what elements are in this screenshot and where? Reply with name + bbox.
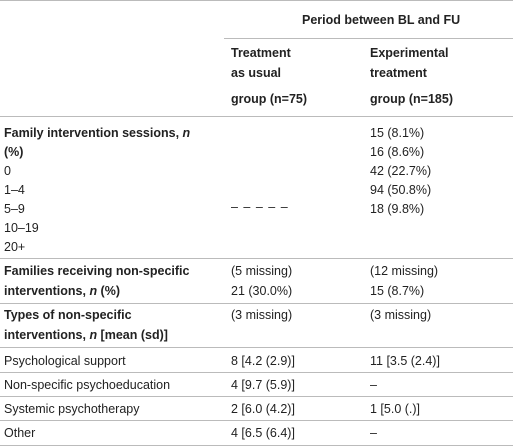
header-bottom-rule <box>0 116 513 117</box>
exp-cell: – <box>370 426 377 440</box>
row-rule <box>0 372 513 373</box>
col-header-exp-line1: Experimental <box>370 46 449 60</box>
exp-family-value: 42 (22.7%) <box>370 164 432 178</box>
col-header-tau-line2: as usual <box>231 66 282 80</box>
period-header-rule <box>224 38 513 39</box>
category-20-plus: 20+ <box>4 240 26 254</box>
tau-cell: 4 [6.5 (6.4)] <box>231 426 295 440</box>
tau-types-missing: (3 missing) <box>231 308 293 322</box>
col-header-exp: Experimental treatment group (n=185) <box>370 43 453 109</box>
period-header: Period between BL and FU <box>302 13 461 27</box>
tau-cell: 8 [4.2 (2.9)] <box>231 354 295 368</box>
tau-family-sessions-dashes: – – – – – <box>231 200 289 214</box>
exp-cell: 11 [3.5 (2.4)] <box>370 354 440 368</box>
types-nonspecific-label-line1: Types of non-specific <box>4 308 132 322</box>
family-sessions-label-pct: (%) <box>4 145 24 159</box>
families-nonspecific-label-line2: interventions, n (%) <box>4 284 120 298</box>
exp-types-missing: (3 missing) <box>370 308 432 322</box>
exp-family-value: 16 (8.6%) <box>370 145 425 159</box>
exp-family-value: 15 (8.1%) <box>370 126 425 140</box>
row-rule <box>0 258 513 259</box>
table-top-rule <box>0 0 513 1</box>
exp-cell: – <box>370 378 377 392</box>
row-rule <box>0 303 513 304</box>
col-header-tau-line1: Treatment <box>231 46 291 60</box>
col-header-tau-line3: group (n=75) <box>231 92 308 106</box>
row-rule <box>0 396 513 397</box>
row-label: Psychological support <box>4 354 126 368</box>
row-family-sessions: Family intervention sessions, n (%) 0 1–… <box>4 124 190 257</box>
families-nonspecific-label-line1: Families receiving non-specific <box>4 264 190 278</box>
tau-families-nonspecific: (5 missing) 21 (30.0%) <box>231 261 292 301</box>
row-label: Systemic psychotherapy <box>4 402 140 416</box>
tau-cell: 4 [9.7 (5.9)] <box>231 378 295 392</box>
category-10-19: 10–19 <box>4 221 39 235</box>
family-sessions-label: Family intervention sessions, n <box>4 126 191 140</box>
row-label: Other <box>4 426 36 440</box>
exp-families-nonspecific: (12 missing) 15 (8.7%) <box>370 261 438 301</box>
row-label: Non-specific psychoeducation <box>4 378 171 392</box>
col-header-exp-line3: group (n=185) <box>370 92 453 106</box>
exp-family-value: 94 (50.8%) <box>370 183 432 197</box>
col-header-exp-line2: treatment <box>370 66 427 80</box>
col-header-tau: Treatment as usual group (n=75) <box>231 43 307 109</box>
tau-cell: 2 [6.0 (4.2)] <box>231 402 295 416</box>
exp-cell: 1 [5.0 (.)] <box>370 402 421 416</box>
category-0: 0 <box>4 164 11 178</box>
tau-missing: (5 missing) <box>231 264 293 278</box>
tau-value: 21 (30.0%) <box>231 284 293 298</box>
category-1-4: 1–4 <box>4 183 25 197</box>
exp-value: 15 (8.7%) <box>370 284 425 298</box>
exp-family-sessions-values: 15 (8.1%) 16 (8.6%) 42 (22.7%) 94 (50.8%… <box>370 124 431 219</box>
row-types-nonspecific: Types of non-specific interventions, n [… <box>4 305 168 345</box>
category-5-9: 5–9 <box>4 202 25 216</box>
types-nonspecific-label-line2: interventions, n [mean (sd)] <box>4 328 168 342</box>
row-rule <box>0 347 513 348</box>
exp-missing: (12 missing) <box>370 264 439 278</box>
row-families-nonspecific: Families receiving non-specific interven… <box>4 261 189 301</box>
row-rule <box>0 420 513 421</box>
exp-family-value: 18 (9.8%) <box>370 202 425 216</box>
